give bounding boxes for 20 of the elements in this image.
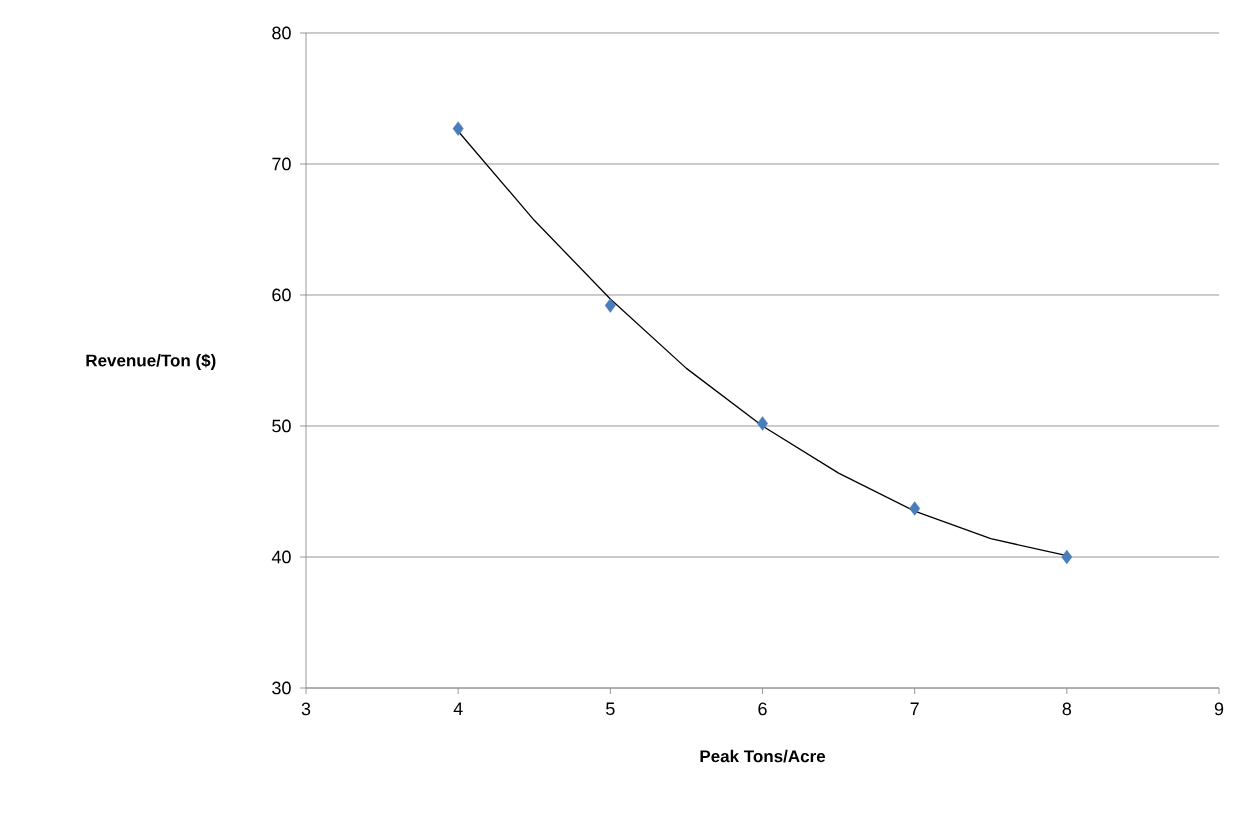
y-tick-label: 80 (272, 26, 291, 40)
x-tick-label: 9 (1214, 702, 1224, 716)
y-tick-label: 70 (272, 157, 291, 171)
x-tick-label: 7 (910, 702, 919, 715)
point (604, 298, 616, 313)
point (1061, 549, 1073, 565)
x-tick-label: 3 (301, 702, 311, 716)
x-tick-label: 5 (606, 702, 615, 716)
point (909, 501, 921, 516)
x-tick-label: 4 (453, 702, 463, 715)
x-tick-label: 8 (1062, 702, 1072, 716)
point (757, 416, 768, 431)
y-tick-label: 50 (272, 419, 291, 433)
x-axis-title: Peak Tons/Acre (700, 749, 826, 763)
y-tick-label: 40 (271, 550, 291, 564)
y-tick-label: 60 (272, 288, 291, 302)
point (452, 121, 464, 136)
y-axis-title: Revenue/Ton ($) (86, 353, 216, 370)
y-tick-label: 30 (272, 681, 291, 695)
x-tick-label: 6 (758, 702, 767, 716)
